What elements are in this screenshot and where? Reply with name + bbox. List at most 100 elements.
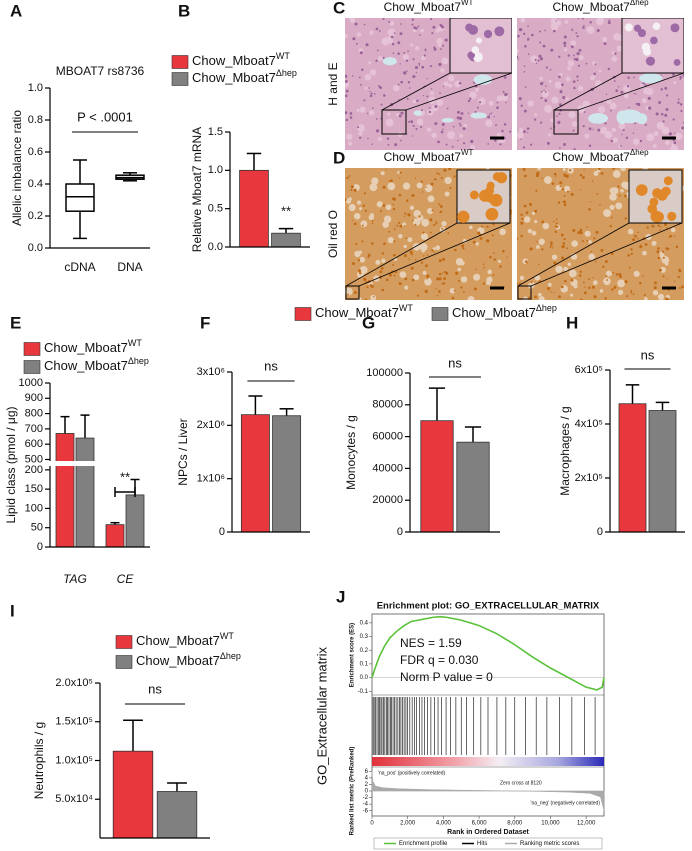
nucleus <box>365 43 369 47</box>
nucleus <box>562 242 566 245</box>
name-sup: Δhep <box>276 68 297 78</box>
y-tick-label: 0 <box>397 526 403 538</box>
nucleus <box>559 147 561 149</box>
nucleus <box>518 27 523 32</box>
nucleus <box>659 229 661 231</box>
nucleus <box>520 213 523 217</box>
nucleus <box>596 193 599 195</box>
nucleus <box>481 225 484 228</box>
bar <box>156 791 198 839</box>
nucleus <box>563 41 567 45</box>
nucleus <box>451 296 455 300</box>
legend-label: Hits <box>477 841 487 847</box>
x-tick-label: 4,000 <box>436 821 452 827</box>
texture <box>387 237 394 244</box>
nucleus <box>527 53 530 56</box>
zoom-line <box>358 222 511 287</box>
nucleus <box>439 92 441 94</box>
legend-label: Enrichment profile <box>399 841 448 847</box>
nucleus <box>383 94 386 97</box>
nucleus <box>583 169 585 171</box>
nucleus <box>345 89 349 93</box>
nucleus <box>576 75 579 78</box>
nucleus <box>637 231 639 234</box>
nucleus <box>573 58 577 61</box>
nucleus <box>431 209 434 212</box>
nucleus <box>419 34 421 36</box>
nucleus <box>499 265 502 268</box>
nucleus <box>550 241 553 245</box>
texture <box>657 293 665 300</box>
nucleus <box>560 233 564 237</box>
texture <box>584 133 590 139</box>
nucleus <box>605 93 608 95</box>
texture <box>588 240 592 244</box>
nucleus <box>615 273 619 276</box>
nucleus <box>566 247 569 250</box>
stat-text: FDR q = 0.030 <box>400 653 479 667</box>
nucleus <box>436 172 439 175</box>
texture <box>387 28 396 37</box>
texture <box>550 18 558 25</box>
nucleus <box>426 78 428 80</box>
x-tick-label: cDNA <box>64 260 95 274</box>
nucleus <box>590 250 592 253</box>
nucleus <box>577 18 579 20</box>
nucleus <box>375 118 378 120</box>
y-tick-label: 0.3 <box>360 634 369 640</box>
chart-title: Enrichment plot: GO_EXTRACELLULAR_MATRIX <box>377 601 600 612</box>
nucleus <box>438 203 441 206</box>
nucleus <box>439 48 442 50</box>
nucleus <box>381 252 385 255</box>
texture <box>371 177 379 185</box>
nucleus <box>668 132 672 136</box>
bar <box>271 232 301 248</box>
y-tick-label: 0 <box>365 789 369 795</box>
nucleus <box>472 240 476 244</box>
texture <box>402 182 411 190</box>
y-tick-label: 50 <box>31 522 43 534</box>
texture <box>616 45 623 52</box>
significance-label: ns <box>641 347 655 362</box>
metric-annotation: 'na_neg' (negatively correlated) <box>531 800 601 806</box>
texture <box>485 119 493 127</box>
nucleus <box>399 171 402 174</box>
nucleus <box>434 178 437 181</box>
nucleus <box>517 58 519 60</box>
nucleus <box>558 295 561 299</box>
texture <box>562 168 566 172</box>
nucleus <box>392 207 396 211</box>
nucleus <box>438 272 442 276</box>
y-tick-label: 700 <box>25 423 43 435</box>
nucleus <box>420 126 423 129</box>
y-tick-label: -2 <box>363 795 369 801</box>
nucleus <box>542 44 546 48</box>
nucleus <box>555 218 558 221</box>
significance-label: P < .0001 <box>77 109 133 124</box>
nucleus <box>576 79 579 82</box>
series-name: Chow_Mboat7Δhep <box>192 68 297 85</box>
nucleus <box>353 222 357 226</box>
nucleus <box>579 189 582 191</box>
inset-cell <box>492 172 502 181</box>
nucleus <box>441 272 444 274</box>
texture <box>674 132 683 141</box>
texture <box>604 131 613 139</box>
nucleus <box>502 90 505 93</box>
name-base: Chow_Mboat7 <box>192 70 276 85</box>
nucleus <box>593 72 596 76</box>
nucleus <box>550 48 554 52</box>
nucleus <box>540 90 543 93</box>
texture <box>617 279 626 288</box>
name-sup: Δhep <box>630 148 649 157</box>
nucleus <box>482 263 485 266</box>
texture <box>665 261 669 266</box>
nucleus <box>417 25 420 28</box>
nucleus <box>388 20 391 23</box>
nucleus <box>517 55 519 59</box>
nucleus <box>457 110 460 114</box>
nucleus <box>348 175 351 177</box>
nucleus <box>462 142 466 145</box>
texture <box>437 42 442 48</box>
texture <box>387 182 396 191</box>
